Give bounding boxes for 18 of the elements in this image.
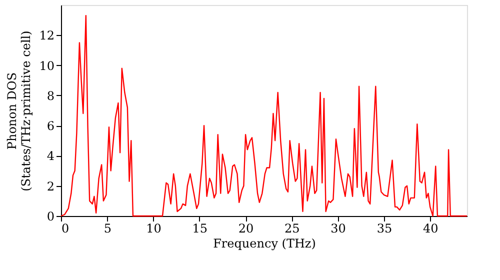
x-tick-label: 30 xyxy=(330,222,346,236)
x-tick-label: 10 xyxy=(146,222,162,236)
x-tick-label: 15 xyxy=(192,222,208,236)
x-axis-title: Frequency (THz) xyxy=(213,236,316,250)
y-tick-label: 6 xyxy=(46,119,54,134)
y-axis-title: Phonon DOS (States/THz·primitive cell) xyxy=(5,30,34,192)
x-tick-label: 35 xyxy=(376,222,392,236)
x-tick-label: 5 xyxy=(104,222,112,236)
x-tick-label: 0 xyxy=(62,222,70,236)
y-tick-label: 4 xyxy=(46,149,55,164)
y-tick-label: 10 xyxy=(39,58,54,73)
y-tick-label: 12 xyxy=(39,28,54,43)
y-tick-label: 2 xyxy=(46,179,54,194)
x-tick-label: 20 xyxy=(238,222,254,236)
y-tick-label: 0 xyxy=(46,210,54,224)
x-tick-label: 25 xyxy=(284,222,300,236)
x-tick-label: 40 xyxy=(422,222,438,236)
y-tick-label: 8 xyxy=(46,88,54,103)
